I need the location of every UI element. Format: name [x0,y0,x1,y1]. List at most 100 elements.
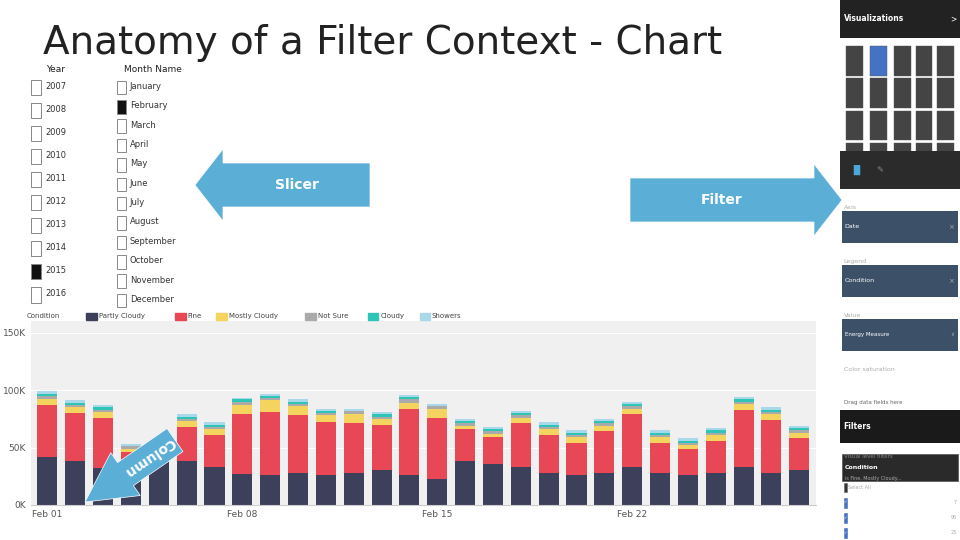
Bar [177,414,197,416]
Bar [844,483,847,492]
Text: 25: 25 [950,530,956,536]
Bar [372,412,392,414]
Bar [843,211,957,243]
Bar [177,421,197,427]
Bar [117,80,126,94]
Text: Visual level filters: Visual level filters [844,454,892,458]
Text: ✓: ✓ [843,531,847,535]
Bar [846,111,863,140]
Bar [843,319,957,351]
Text: 2014: 2014 [46,243,66,252]
Text: April: April [130,140,149,149]
Bar [117,119,126,133]
Bar [121,447,141,449]
Bar [344,473,364,505]
Bar [622,467,642,505]
Bar [65,407,85,413]
Bar [761,407,781,410]
Bar [372,470,392,505]
Bar [539,435,559,473]
Bar [399,395,420,397]
Bar [344,408,364,411]
Bar [455,421,475,423]
Text: Mostly Cloudy: Mostly Cloudy [229,313,278,319]
Bar [594,423,614,426]
Text: February: February [130,101,167,110]
Bar [316,408,336,411]
Text: Value: Value [844,313,861,318]
Bar [149,457,169,505]
Bar [916,46,932,76]
Text: December: December [130,295,174,304]
Bar [65,405,85,407]
Bar [566,475,587,505]
Bar [31,172,41,187]
Bar [566,437,587,443]
Text: 2007: 2007 [46,82,67,91]
Text: 7: 7 [953,500,956,505]
Bar [31,103,41,118]
Bar [260,398,280,401]
Text: Column: Column [122,435,178,480]
Bar [288,473,308,505]
Text: 2016: 2016 [46,289,67,298]
Bar [511,413,531,415]
Bar [483,427,503,429]
Bar [733,410,754,467]
Bar [455,461,475,505]
Bar [789,438,809,470]
Text: Showers: Showers [432,313,462,319]
Bar [916,78,932,108]
Bar [37,405,58,457]
Bar [177,419,197,421]
Bar [678,443,698,445]
Bar [232,405,252,414]
Bar [483,429,503,431]
Bar [372,419,392,424]
Bar [399,408,420,475]
Bar [539,422,559,424]
Bar [840,151,960,189]
Text: ✎: ✎ [876,166,883,174]
Bar [177,427,197,461]
Bar [706,441,726,473]
Text: 2015: 2015 [46,266,66,275]
Text: September: September [130,237,177,246]
Bar [117,255,126,268]
Bar [761,473,781,505]
Bar [344,411,364,414]
Text: Partly Cloudy: Partly Cloudy [99,313,145,319]
Bar [232,402,252,405]
Bar [511,415,531,418]
Text: Date: Date [845,224,860,230]
Bar [870,143,887,173]
Bar [204,429,225,435]
Bar [846,143,863,173]
Bar [344,414,364,423]
Bar [117,294,126,307]
Bar [232,414,252,474]
Bar [789,428,809,430]
Bar [706,433,726,435]
Bar [483,431,503,434]
Text: Month Name: Month Name [124,65,182,74]
Bar [894,111,911,140]
Bar [937,111,954,140]
Text: 2009: 2009 [46,128,66,137]
Polygon shape [85,428,183,502]
Bar [594,473,614,505]
Bar [260,396,280,398]
Text: Not Sure: Not Sure [318,313,348,319]
Bar [894,78,911,108]
Text: Drag data fields here: Drag data fields here [844,400,902,404]
Bar [31,195,41,211]
Bar [844,513,847,523]
Bar [177,416,197,419]
Bar [622,402,642,404]
Bar [399,475,420,505]
Text: Mostly Cloudy: Mostly Cloudy [849,530,883,536]
Bar [733,467,754,505]
Bar [121,452,141,473]
Bar [117,274,126,288]
Bar [316,413,336,415]
